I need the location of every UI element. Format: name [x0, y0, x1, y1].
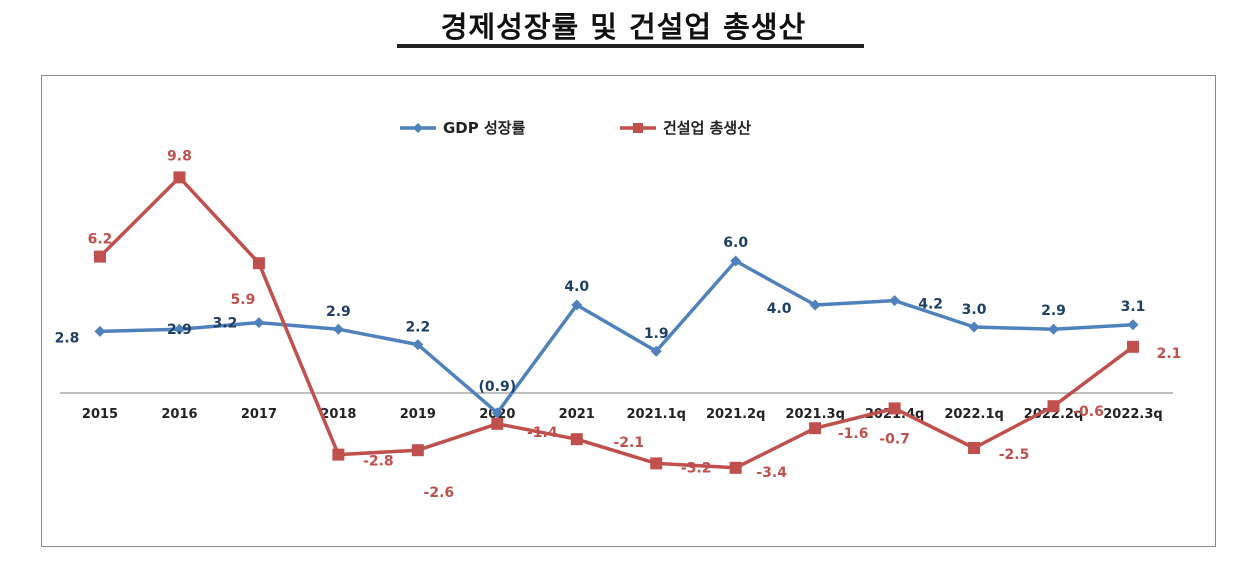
data-label: (0.9) — [479, 379, 517, 395]
data-label: -2.1 — [613, 435, 644, 451]
data-label: -0.7 — [879, 431, 910, 447]
page-title: 경제성장률 및 건설업 총생산 — [440, 10, 807, 44]
data-label: 2.9 — [1041, 303, 1066, 319]
data-label: 2.1 — [1157, 346, 1182, 362]
legend: GDP 성장률 건설업 총생산 — [400, 119, 751, 137]
x-tick-label: 2021.1q — [626, 407, 685, 422]
data-label: 1.9 — [644, 326, 669, 342]
data-label: 4.2 — [918, 297, 943, 313]
data-label: -2.5 — [999, 447, 1030, 463]
data-point — [252, 257, 265, 270]
data-label: -1.4 — [527, 425, 558, 441]
data-point — [889, 295, 901, 307]
data-point — [411, 444, 424, 457]
chart-frame — [41, 75, 1216, 547]
data-label: 2.9 — [167, 322, 192, 338]
data-point — [570, 433, 583, 446]
data-point — [491, 407, 503, 419]
series-group: 2.8 2.9 3.2 2.9 2.2 (0.9) 4.0 1.9 6.0 4.0 4.2 3.0 2.… — [55, 148, 1182, 501]
x-tick-label: 2021.2q — [706, 407, 765, 422]
data-point — [173, 323, 185, 335]
title-underline — [397, 44, 864, 48]
data-label: -2.6 — [424, 485, 455, 501]
x-tick-label: 2022.1q — [944, 407, 1003, 422]
data-point — [1048, 323, 1060, 335]
data-label: 9.8 — [167, 148, 192, 164]
data-point — [809, 299, 821, 311]
data-label: 4.0 — [767, 301, 792, 317]
data-point — [412, 339, 424, 351]
legend-label: GDP 성장률 — [443, 119, 526, 137]
data-point — [94, 325, 106, 337]
data-point — [809, 422, 822, 435]
data-point — [1127, 319, 1139, 331]
data-label: -0.6 — [1073, 404, 1104, 420]
data-point — [729, 461, 742, 474]
data-label: 2.9 — [326, 304, 351, 320]
data-point — [650, 345, 662, 357]
data-point — [1047, 400, 1060, 413]
legend-item: 건설업 총생산 — [620, 119, 751, 137]
legend-label: 건설업 총생산 — [663, 119, 751, 137]
data-label: 3.2 — [213, 316, 238, 332]
data-label: -1.6 — [838, 426, 869, 442]
x-tick-label: 2022.2q — [1024, 407, 1083, 422]
data-label: 6.0 — [723, 235, 748, 251]
x-tick-label: 2022.3q — [1103, 407, 1162, 422]
x-tick-label: 2019 — [400, 407, 436, 422]
series-line — [99, 259, 1134, 415]
data-point — [491, 417, 504, 430]
data-point — [571, 299, 583, 311]
data-point — [730, 255, 742, 267]
data-point — [968, 442, 981, 454]
data-label: 3.1 — [1121, 299, 1146, 315]
data-point — [650, 457, 663, 470]
series-line — [98, 175, 1135, 470]
series-1: 6.2 9.8 5.9 -2.8 -2.6 -1.4 -2.1 -3.2 -3.4 -1.6 -0.… — [88, 148, 1182, 501]
data-label: 6.2 — [88, 232, 113, 248]
data-label: -2.8 — [363, 454, 394, 470]
data-label: -3.2 — [681, 460, 712, 476]
data-point — [173, 171, 186, 184]
legend-marker — [633, 123, 643, 133]
x-tick-label: 2017 — [241, 407, 277, 422]
x-tick-labels: 20152016201720182019202020212021.1q2021.… — [82, 407, 1163, 422]
data-label: 2.2 — [405, 320, 430, 336]
data-point — [888, 402, 901, 415]
x-tick-label: 2021 — [559, 407, 595, 422]
data-label: -3.4 — [756, 465, 787, 481]
x-tick-label: 2018 — [320, 407, 356, 422]
data-label: 3.0 — [962, 302, 987, 318]
legend-marker — [413, 123, 423, 133]
legend-item: GDP 성장률 — [400, 119, 526, 137]
x-tick-label: 2021.3q — [785, 407, 844, 422]
data-label: 4.0 — [564, 279, 589, 295]
series-0: 2.8 2.9 3.2 2.9 2.2 (0.9) 4.0 1.9 6.0 4.0 4.2 3.0 2.… — [55, 235, 1146, 419]
x-tick-label: 2015 — [82, 407, 118, 422]
x-tick-label: 2016 — [161, 407, 197, 422]
data-label: 2.8 — [55, 330, 80, 346]
data-point — [968, 321, 980, 333]
data-point — [332, 323, 344, 335]
data-point — [253, 317, 265, 329]
data-point — [1127, 340, 1139, 353]
data-label: 5.9 — [231, 292, 256, 308]
data-point — [332, 448, 345, 461]
data-point — [94, 250, 106, 263]
